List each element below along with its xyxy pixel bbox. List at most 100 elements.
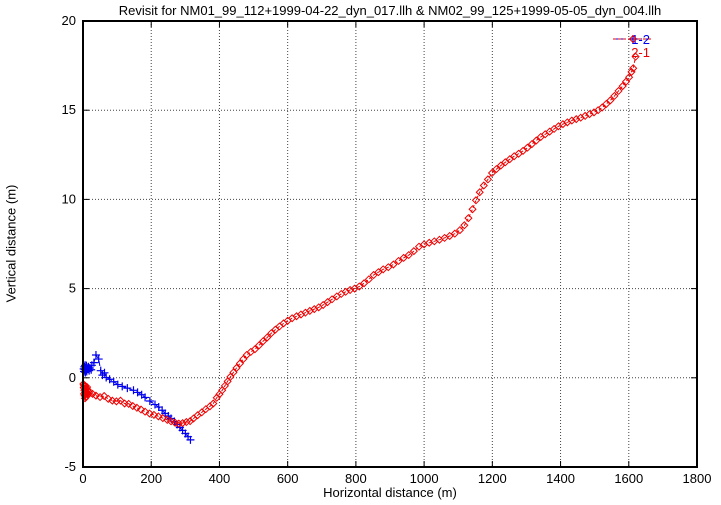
diamond-marker [374, 268, 383, 277]
plus-marker [113, 380, 122, 389]
diamond-marker [132, 403, 142, 412]
series-line-2-1 [82, 56, 637, 425]
plus-marker [145, 396, 154, 405]
y-tick-label: 10 [62, 191, 76, 206]
diamond-marker [355, 282, 364, 291]
diamond-marker [460, 221, 469, 230]
diamond-marker [250, 345, 260, 354]
x-tick-label: 1600 [614, 471, 643, 486]
plus-marker [100, 368, 109, 377]
diamond-marker [263, 333, 272, 342]
diamond-marker [209, 399, 218, 408]
diamond-marker [394, 256, 403, 266]
diamond-marker [468, 205, 477, 214]
diamond-marker [475, 188, 484, 197]
x-tick-label: 600 [277, 471, 299, 486]
diamond-marker [598, 103, 607, 112]
plus-marker [87, 365, 96, 374]
y-tick-label: 20 [62, 13, 76, 28]
diamond-marker [359, 279, 369, 288]
diamond-marker [232, 363, 241, 373]
diamond-marker [229, 368, 238, 377]
diamond-marker [483, 175, 493, 184]
diamond-marker [327, 295, 337, 304]
x-axis-label: Horizontal distance (m) [323, 485, 457, 500]
diamond-marker [246, 347, 255, 357]
diamond-marker [614, 86, 623, 96]
diamond-marker [618, 82, 627, 91]
diamond-marker [345, 285, 355, 295]
plus-marker [141, 393, 150, 402]
diamond-marker [567, 116, 576, 125]
diamond-marker [158, 414, 167, 423]
plus-marker [91, 350, 100, 359]
plus-marker [118, 382, 127, 391]
diamond-marker [128, 401, 137, 411]
diamond-marker [496, 161, 505, 170]
diamond-marker [145, 409, 154, 418]
plus-marker [133, 388, 142, 397]
diamond-marker [492, 164, 501, 174]
diamond-marker [239, 354, 248, 364]
series-2-1 [79, 52, 640, 428]
diamond-marker [610, 91, 619, 101]
y-axis-label: Vertical distance (m) [3, 184, 19, 303]
diamond-marker [487, 168, 497, 178]
diamond-marker [625, 73, 634, 82]
tick-marks [82, 20, 698, 468]
x-tick-label: 800 [345, 471, 367, 486]
diamond-marker [258, 337, 268, 346]
diamond-marker [631, 52, 640, 61]
diamond-marker [174, 419, 183, 428]
x-tick-label: 1200 [478, 471, 507, 486]
diamond-marker [140, 407, 150, 416]
plus-marker [129, 386, 138, 395]
diamond-marker [91, 391, 101, 400]
diamond-marker [149, 410, 159, 420]
x-tick-label: 0 [79, 471, 86, 486]
x-tick-label: 1800 [683, 471, 712, 486]
diamond-marker [479, 181, 488, 190]
diamond-marker [523, 143, 532, 152]
diamond-marker [532, 136, 541, 145]
y-tick-label: 0 [69, 370, 76, 385]
diamond-marker [464, 214, 473, 223]
diamond-marker [95, 392, 105, 402]
gridlines [82, 20, 698, 468]
x-tick-label: 1000 [410, 471, 439, 486]
diamond-marker [450, 229, 459, 238]
diamond-marker [389, 260, 398, 269]
x-tick-label: 200 [140, 471, 162, 486]
diamond-marker [254, 341, 264, 350]
y-tick-label: 15 [62, 102, 76, 117]
legend-sample-2-1 [613, 34, 697, 59]
diamond-marker [621, 77, 631, 86]
tick-labels: 0 200 400 600 800 1000 1200 1400 1600 1800-505101… [62, 13, 712, 486]
x-tick-label: 1400 [546, 471, 575, 486]
diamond-marker [455, 225, 465, 235]
legend-label-2-1: 2-1 [631, 45, 650, 60]
diamond-marker [226, 372, 235, 382]
diamond-marker [154, 412, 163, 421]
diamond-marker [572, 115, 581, 124]
diamond-marker [606, 96, 615, 105]
diamond-marker [136, 405, 146, 414]
plus-marker [105, 375, 114, 384]
legend-row-series-2: 2-1 [612, 34, 698, 60]
diamond-marker [602, 99, 611, 109]
diamond-marker [83, 385, 92, 395]
diamond-marker [104, 394, 113, 403]
plus-marker [94, 355, 103, 364]
y-tick-label: 5 [69, 281, 76, 296]
diamond-marker [518, 146, 528, 155]
diamond-marker [471, 196, 481, 205]
plus-marker [89, 358, 98, 367]
plus-marker [102, 373, 111, 382]
plus-marker [186, 435, 195, 444]
diamond-marker [409, 247, 418, 256]
plot-border [82, 20, 698, 468]
diamond-marker [404, 250, 413, 260]
chart-title: Revisit for NM01_99_112+1999-04-22_dyn_0… [118, 3, 662, 18]
y-tick-label: -5 [64, 459, 76, 474]
